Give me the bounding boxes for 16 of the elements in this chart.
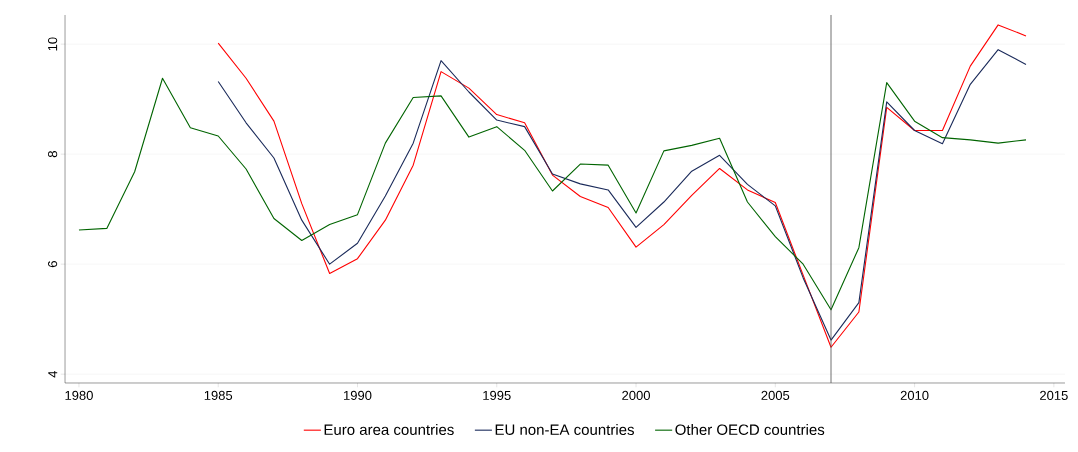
y-tick-label: 6 [48, 261, 58, 268]
x-tick-label: 1990 [344, 390, 372, 400]
y-tick-label: 10 [48, 37, 58, 51]
y-tick-label: 4 [48, 370, 58, 378]
x-tick-label: 2005 [761, 390, 790, 400]
x-tick-label: 1995 [483, 390, 511, 400]
legend-label: EU non-EA countries [495, 423, 634, 435]
x-tick-label: 2000 [622, 390, 650, 400]
legend-label: Other OECD countries [675, 423, 825, 435]
legend-label: Euro area countries [324, 423, 454, 435]
x-tick-label: 2010 [900, 390, 929, 400]
x-tick-label: 1985 [204, 390, 233, 400]
x-tick-label: 1980 [65, 390, 93, 400]
x-tick-label: 2015 [1040, 390, 1068, 400]
line-series [78, 77, 1027, 311]
y-tick-label: 8 [48, 151, 58, 158]
